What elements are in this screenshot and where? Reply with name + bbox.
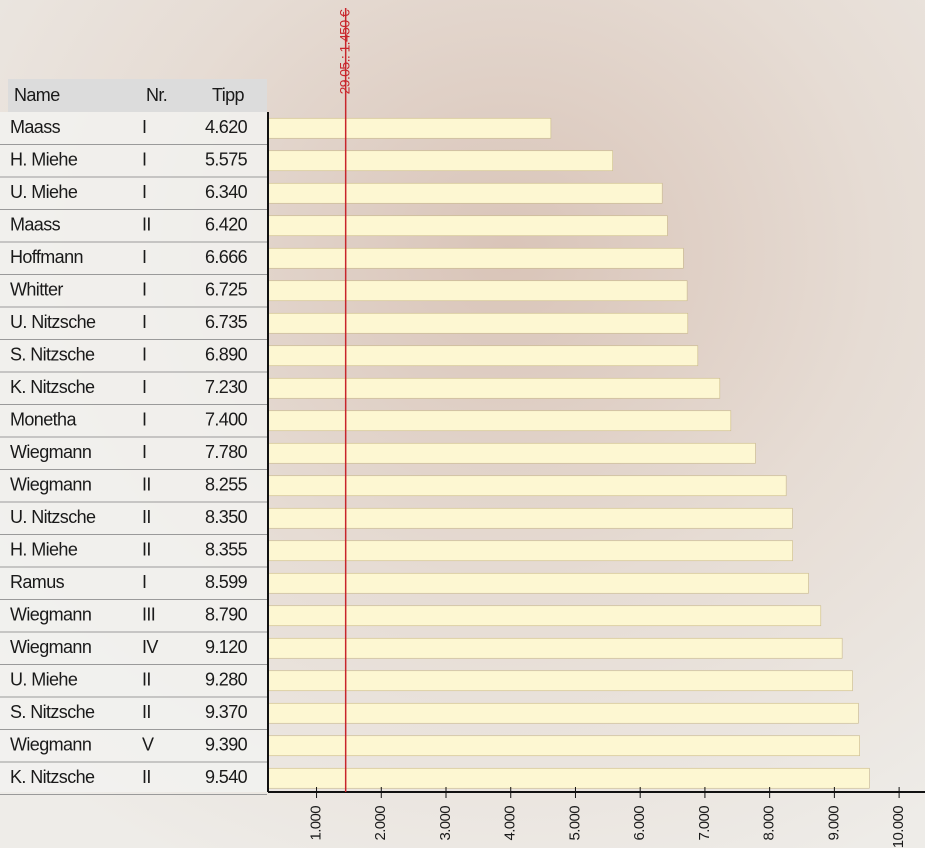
row-tipp: 6.666 xyxy=(205,247,248,267)
row-tipp: 5.575 xyxy=(205,150,248,170)
bar xyxy=(268,118,551,138)
row-name: Maass xyxy=(10,117,61,137)
row-tipp: 6.735 xyxy=(205,312,248,332)
row-nr: I xyxy=(142,345,146,365)
x-tick-label: 6.000 xyxy=(631,806,648,841)
column-header: Name xyxy=(14,85,60,105)
column-header: Nr. xyxy=(146,85,167,105)
row-nr: I xyxy=(142,442,146,462)
row-tipp: 8.599 xyxy=(205,572,248,592)
row-name: K. Nitzsche xyxy=(10,767,95,787)
reference-label: 29.05.: 1.450 € xyxy=(336,9,352,94)
x-tick-label: 7.000 xyxy=(696,806,713,841)
row-name: H. Miehe xyxy=(10,150,78,170)
row-name: Whitter xyxy=(10,280,63,300)
bar xyxy=(268,443,755,463)
row-tipp: 9.540 xyxy=(205,767,248,787)
bar xyxy=(268,183,662,203)
bar xyxy=(268,736,860,756)
row-tipp: 8.355 xyxy=(205,540,248,560)
bar xyxy=(268,151,613,171)
row-tipp: 9.280 xyxy=(205,670,248,690)
bar xyxy=(268,638,842,658)
row-name: Hoffmann xyxy=(10,247,83,267)
row-tipp: 8.255 xyxy=(205,475,248,495)
row-nr: II xyxy=(142,702,151,722)
row-tipp: 6.420 xyxy=(205,215,248,235)
row-nr: II xyxy=(142,540,151,560)
row-nr: III xyxy=(142,605,155,625)
row-nr: I xyxy=(142,572,146,592)
row-tipp: 8.790 xyxy=(205,605,248,625)
row-tipp: 7.400 xyxy=(205,410,248,430)
bar xyxy=(268,541,793,561)
row-name: H. Miehe xyxy=(10,540,78,560)
row-tipp: 6.340 xyxy=(205,182,248,202)
row-name: Monetha xyxy=(10,410,77,430)
row-name: U. Nitzsche xyxy=(10,507,96,527)
bar xyxy=(268,573,808,593)
row-tipp: 4.620 xyxy=(205,117,248,137)
row-tipp: 7.780 xyxy=(205,442,248,462)
bar xyxy=(268,671,853,691)
x-tick-label: 1.000 xyxy=(308,806,325,841)
row-tipp: 6.725 xyxy=(205,280,248,300)
bar xyxy=(268,606,821,626)
x-tick-label: 9.000 xyxy=(825,806,842,841)
column-header: Tipp xyxy=(212,85,245,105)
row-nr: I xyxy=(142,410,146,430)
bar xyxy=(268,216,667,236)
row-nr: I xyxy=(142,117,146,137)
x-tick-label: 3.000 xyxy=(437,806,454,841)
row-nr: I xyxy=(142,377,146,397)
bar xyxy=(268,346,698,366)
row-name: S. Nitzsche xyxy=(10,345,95,365)
row-name: Wiegmann xyxy=(10,442,91,462)
row-nr: I xyxy=(142,247,146,267)
x-tick-label: 10.000 xyxy=(890,806,907,848)
bar xyxy=(268,768,869,788)
row-name: Wiegmann xyxy=(10,475,91,495)
row-name: Maass xyxy=(10,215,61,235)
x-tick-label: 2.000 xyxy=(372,806,389,841)
row-name: Wiegmann xyxy=(10,605,91,625)
row-nr: II xyxy=(142,507,151,527)
chart: Name Nr. Tipp Maass I 4.620 H. Miehe I 5.575 U… xyxy=(0,0,925,848)
bar xyxy=(268,703,858,723)
x-tick-label: 5.000 xyxy=(566,806,583,841)
x-tick-label: 8.000 xyxy=(761,806,778,841)
row-tipp: 8.350 xyxy=(205,507,248,527)
row-name: Wiegmann xyxy=(10,735,91,755)
row-name: Ramus xyxy=(10,572,65,592)
row-tipp: 9.390 xyxy=(205,735,248,755)
bar xyxy=(268,313,688,333)
row-nr: I xyxy=(142,312,146,332)
row-name: S. Nitzsche xyxy=(10,702,95,722)
row-name: Wiegmann xyxy=(10,637,91,657)
row-name: U. Miehe xyxy=(10,182,78,202)
row-nr: II xyxy=(142,670,151,690)
bar xyxy=(268,378,720,398)
row-nr: I xyxy=(142,280,146,300)
row-tipp: 7.230 xyxy=(205,377,248,397)
row-nr: II xyxy=(142,767,151,787)
row-name: U. Nitzsche xyxy=(10,312,96,332)
row-nr: IV xyxy=(142,637,158,657)
bar xyxy=(268,508,792,528)
row-tipp: 9.120 xyxy=(205,637,248,657)
x-tick-label: 4.000 xyxy=(502,806,519,841)
row-name: K. Nitzsche xyxy=(10,377,95,397)
row-tipp: 6.890 xyxy=(205,345,248,365)
row-nr: II xyxy=(142,215,151,235)
row-nr: I xyxy=(142,150,146,170)
row-nr: II xyxy=(142,475,151,495)
row-nr: V xyxy=(142,735,154,755)
bar xyxy=(268,411,731,431)
row-tipp: 9.370 xyxy=(205,702,248,722)
bar xyxy=(268,248,683,268)
row-nr: I xyxy=(142,182,146,202)
bar xyxy=(268,281,687,301)
row-name: U. Miehe xyxy=(10,670,78,690)
